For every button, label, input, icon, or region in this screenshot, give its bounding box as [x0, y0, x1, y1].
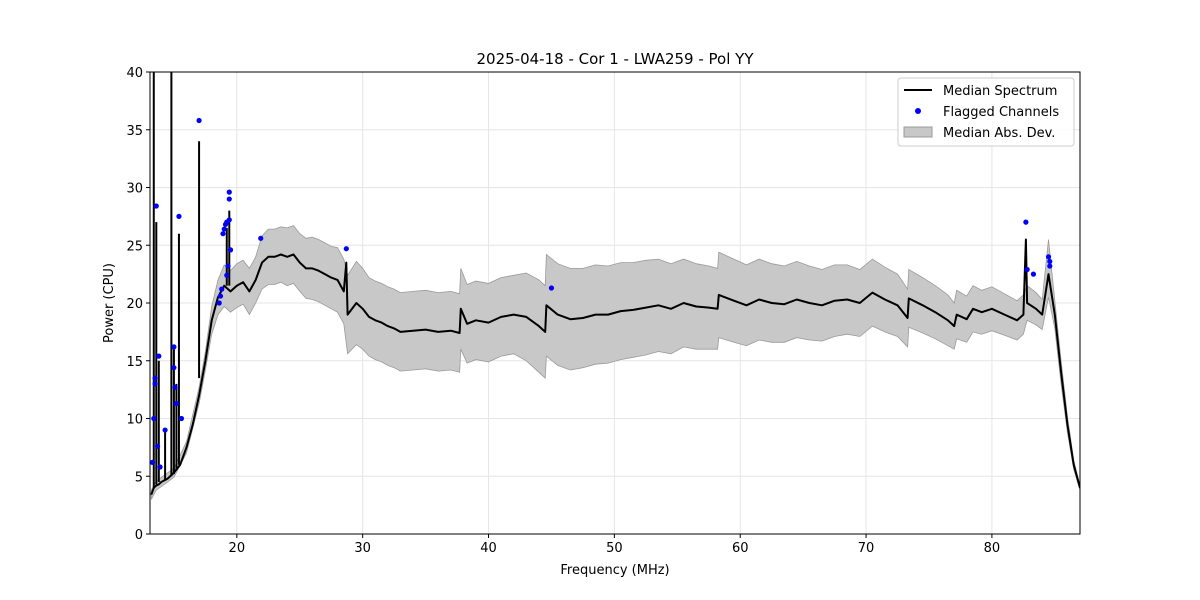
chart-title: 2025-04-18 - Cor 1 - LWA259 - Pol YY — [477, 50, 755, 68]
flagged-channel-point — [225, 263, 231, 269]
legend: Median Spectrum Flagged Channels Median … — [897, 77, 1075, 147]
flagged-channel-point — [173, 400, 180, 407]
flagged-channel-point — [162, 427, 168, 433]
flagged-channel-point — [153, 203, 159, 209]
flagged-channel-point — [226, 189, 232, 195]
legend-flagged-swatch — [915, 108, 921, 114]
flagged-channel-point — [226, 217, 232, 223]
flagged-channel-point — [217, 293, 224, 299]
flagged-channel-point — [152, 375, 158, 381]
plot-data — [150, 72, 1080, 500]
x-tick-label: 80 — [984, 541, 1001, 556]
flagged-channel-point — [196, 117, 202, 124]
legend-mad-swatch — [903, 126, 933, 138]
flagged-channel-point — [156, 353, 162, 359]
y-axis-label: Power (CPU) — [102, 263, 117, 343]
flagged-channel-point — [343, 246, 349, 252]
flagged-channel-point — [178, 415, 185, 422]
axis-ticks: 20 30 40 50 60 70 80 0 5 10 15 20 25 30 35 40 — [126, 66, 1000, 556]
flagged-channel-point — [227, 247, 234, 253]
legend-flagged-label: Flagged Channels — [943, 105, 1059, 120]
y-tick-label: 0 — [135, 528, 143, 543]
x-tick-label: 40 — [480, 541, 497, 556]
flagged-channel-point — [1047, 263, 1053, 269]
flagged-channel-point — [171, 365, 177, 371]
flagged-channel-point — [150, 459, 156, 465]
flagged-channel-point — [1047, 258, 1053, 265]
flagged-channel-point — [1030, 271, 1037, 277]
y-tick-label: 35 — [126, 124, 143, 139]
legend-mad-label: Median Abs. Dev. — [943, 126, 1055, 141]
x-tick-label: 70 — [858, 541, 875, 556]
flagged-channel-point — [220, 231, 226, 237]
legend-median-label: Median Spectrum — [943, 84, 1057, 99]
flagged-channel-point — [226, 196, 232, 202]
flagged-channel-point — [157, 464, 163, 470]
flagged-channel-point — [219, 286, 225, 292]
flagged-channel-point — [258, 235, 264, 241]
mad-band — [150, 225, 1080, 500]
x-tick-label: 60 — [732, 541, 749, 556]
x-axis-label: Frequency (MHz) — [560, 563, 669, 578]
x-tick-label: 50 — [606, 541, 623, 556]
flagged-channel-point — [548, 285, 555, 291]
y-tick-label: 25 — [126, 239, 143, 254]
flagged-channel-point — [224, 272, 230, 278]
flagged-channel-point — [151, 415, 157, 422]
flagged-channel-point — [221, 226, 227, 232]
x-tick-label: 20 — [229, 541, 246, 556]
flagged-channel-point — [216, 300, 222, 306]
flagged-channel-point — [1024, 266, 1030, 273]
flagged-channel-point — [154, 443, 161, 449]
x-tick-label: 30 — [354, 541, 371, 556]
legend-box — [897, 77, 1075, 147]
y-tick-label: 10 — [126, 413, 143, 428]
y-tick-label: 5 — [135, 470, 143, 485]
flagged-channel-point — [176, 213, 182, 219]
median-spectrum-line — [150, 238, 1080, 496]
flagged-channel-point — [152, 381, 158, 387]
y-tick-label: 30 — [126, 182, 143, 197]
flagged-channel-point — [1023, 219, 1029, 225]
y-tick-label: 40 — [126, 66, 143, 81]
y-tick-label: 20 — [126, 297, 143, 312]
flagged-channel-point — [172, 384, 178, 390]
flagged-channel-point — [171, 344, 177, 350]
flagged-channel-point — [1045, 254, 1052, 260]
y-tick-label: 15 — [126, 355, 143, 370]
